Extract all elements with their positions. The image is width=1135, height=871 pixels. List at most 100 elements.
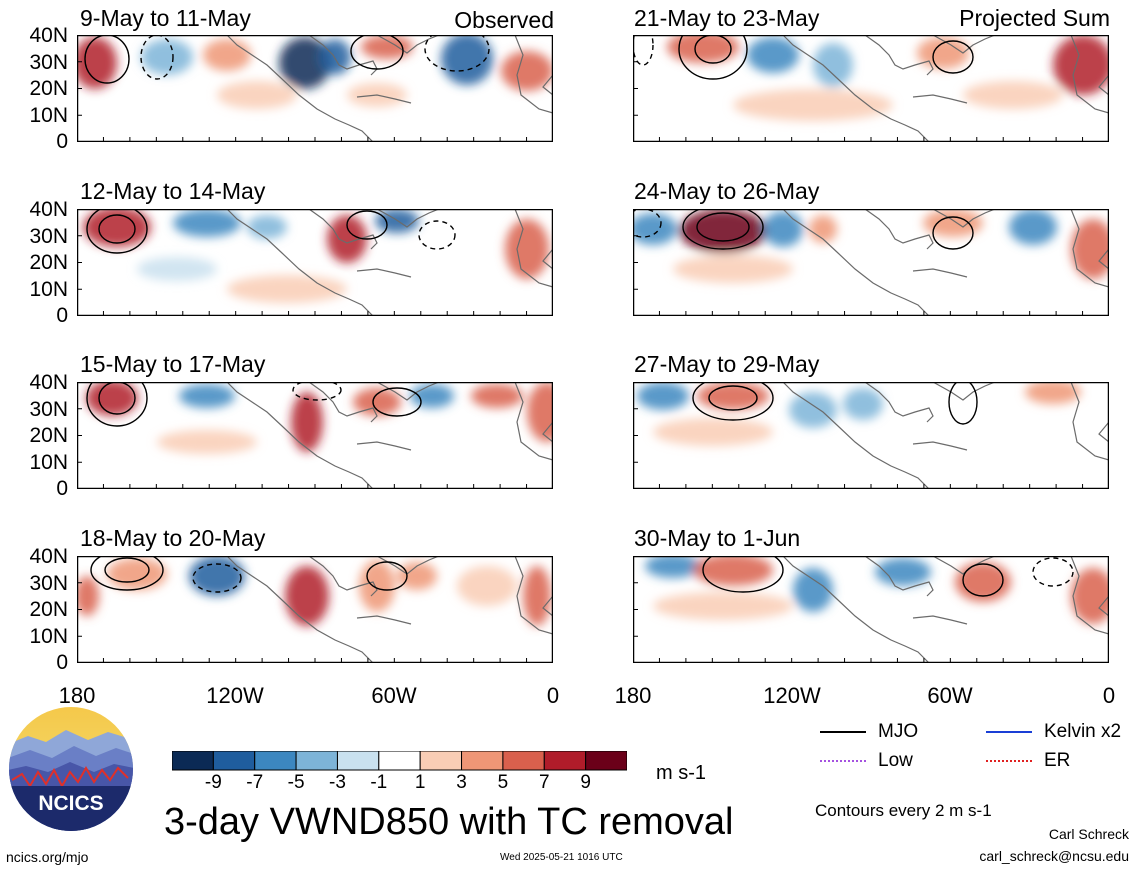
colorbar-label: 1 bbox=[414, 772, 426, 793]
map-panel-7 bbox=[633, 382, 1109, 489]
legend-mjo-label: MJO bbox=[878, 721, 919, 742]
anomaly-blob bbox=[471, 384, 523, 408]
anomaly-blob bbox=[637, 382, 689, 410]
contour-note: Contours every 2 m s-1 bbox=[815, 801, 992, 820]
legend-low-label: Low bbox=[878, 750, 913, 771]
mjo-contour bbox=[708, 385, 758, 411]
colorbar-swatch bbox=[378, 751, 421, 771]
colorbar-label: -3 bbox=[329, 772, 346, 793]
mjo-contour bbox=[948, 382, 978, 425]
coastline bbox=[356, 268, 412, 278]
map-panel-1 bbox=[77, 35, 553, 142]
lat-label: 30N bbox=[29, 397, 68, 421]
colorbar bbox=[172, 751, 627, 771]
anomaly-blob bbox=[789, 392, 837, 428]
coastline bbox=[864, 382, 934, 423]
anomaly-blob bbox=[137, 257, 217, 281]
lat-label: 20N bbox=[29, 251, 68, 274]
coastline bbox=[1070, 382, 1109, 461]
mjo-contour bbox=[140, 35, 174, 80]
anomaly-blob bbox=[747, 37, 799, 73]
anomaly-blob bbox=[327, 215, 367, 263]
legend-kelvin-label: Kelvin x2 bbox=[1044, 721, 1122, 742]
ncics-logo: NCICS bbox=[9, 707, 133, 831]
anomaly-blob bbox=[733, 89, 893, 121]
panel-title-5: 21-May to 23-May bbox=[634, 5, 820, 31]
legend-kelvin: Kelvin x2 bbox=[986, 721, 1121, 743]
panel-title-4: 18-May to 20-May bbox=[80, 525, 266, 551]
legend-mjo-line bbox=[820, 730, 866, 733]
colorbar-label: 5 bbox=[497, 772, 509, 793]
logo-text: NCICS bbox=[38, 792, 103, 815]
map-panel-2 bbox=[77, 209, 553, 316]
mjo-contour bbox=[962, 563, 1004, 597]
colorbar-swatch bbox=[461, 751, 504, 771]
colorbar-swatch bbox=[254, 751, 297, 771]
map-panel-8 bbox=[633, 556, 1109, 663]
coastline bbox=[376, 382, 440, 401]
anomaly-blob bbox=[285, 566, 329, 626]
coastline bbox=[912, 94, 968, 104]
colorbar-swatch bbox=[212, 751, 256, 771]
coastline bbox=[932, 35, 996, 54]
coastline bbox=[1070, 35, 1109, 114]
mjo-contour bbox=[633, 35, 654, 66]
panel-title-6: 24-May to 26-May bbox=[634, 178, 820, 204]
coastline bbox=[308, 382, 378, 423]
coastline bbox=[376, 35, 440, 54]
legend-mjo: MJO bbox=[820, 721, 918, 743]
anomaly-blob bbox=[813, 43, 853, 87]
anomaly-blob bbox=[843, 388, 883, 420]
anomaly-blob bbox=[653, 418, 773, 446]
colorbar-label: -5 bbox=[287, 772, 305, 793]
lat-label: 10N bbox=[29, 450, 68, 474]
anomaly-blob bbox=[227, 275, 347, 303]
lat-label: 30N bbox=[29, 571, 68, 595]
coastline bbox=[376, 556, 440, 575]
coastline bbox=[782, 35, 930, 142]
anomaly-blob bbox=[247, 215, 287, 239]
legend-kelvin-line bbox=[986, 730, 1032, 733]
anomaly-blob bbox=[291, 392, 323, 452]
coastline bbox=[542, 421, 553, 443]
anomaly-blob bbox=[441, 35, 493, 85]
anomaly-blob bbox=[1071, 568, 1109, 624]
coastline bbox=[1098, 595, 1109, 617]
anomaly-blob bbox=[410, 384, 454, 408]
colorbar-swatch bbox=[543, 751, 587, 771]
coastline bbox=[1098, 248, 1109, 270]
mjo-contour bbox=[350, 35, 404, 70]
coastline bbox=[514, 556, 553, 635]
lat-label: 0 bbox=[56, 477, 68, 500]
colorbar-swatch bbox=[295, 751, 338, 771]
anomaly-blob bbox=[501, 51, 553, 91]
anomaly-blob bbox=[173, 209, 241, 237]
mjo-contour bbox=[372, 387, 422, 417]
coastline bbox=[782, 556, 930, 663]
coastline bbox=[932, 382, 996, 401]
coastline bbox=[514, 209, 553, 288]
panel-title-8: 30-May to 1-Jun bbox=[634, 525, 801, 551]
panel-title-1: 9-May to 11-May bbox=[80, 5, 251, 31]
mjo-contour bbox=[696, 212, 750, 242]
coastline bbox=[912, 441, 968, 451]
anomaly-blob bbox=[1025, 382, 1081, 404]
anomaly-blob bbox=[697, 382, 769, 410]
lon-label-120w-right: 120W bbox=[763, 683, 821, 708]
author-email: carl_schreck@ncsu.edu bbox=[979, 848, 1129, 864]
colorbar-label: -7 bbox=[246, 772, 264, 793]
anomaly-blob bbox=[83, 209, 151, 247]
coastline bbox=[1098, 421, 1109, 443]
lat-label: 0 bbox=[56, 304, 68, 327]
units-label: m s-1 bbox=[656, 762, 706, 784]
colorbar-swatch bbox=[419, 751, 463, 771]
main-title: 3-day VWND850 with TC removal bbox=[164, 801, 734, 843]
legend-er: ER bbox=[986, 750, 1070, 772]
anomaly-blob bbox=[505, 219, 549, 279]
lat-label: 40N bbox=[29, 371, 68, 394]
coastline bbox=[376, 209, 440, 228]
lat-label: 20N bbox=[29, 598, 68, 621]
anomaly-blob bbox=[963, 81, 1063, 109]
legend-er-label: ER bbox=[1044, 750, 1071, 771]
anomaly-blob bbox=[693, 556, 773, 586]
